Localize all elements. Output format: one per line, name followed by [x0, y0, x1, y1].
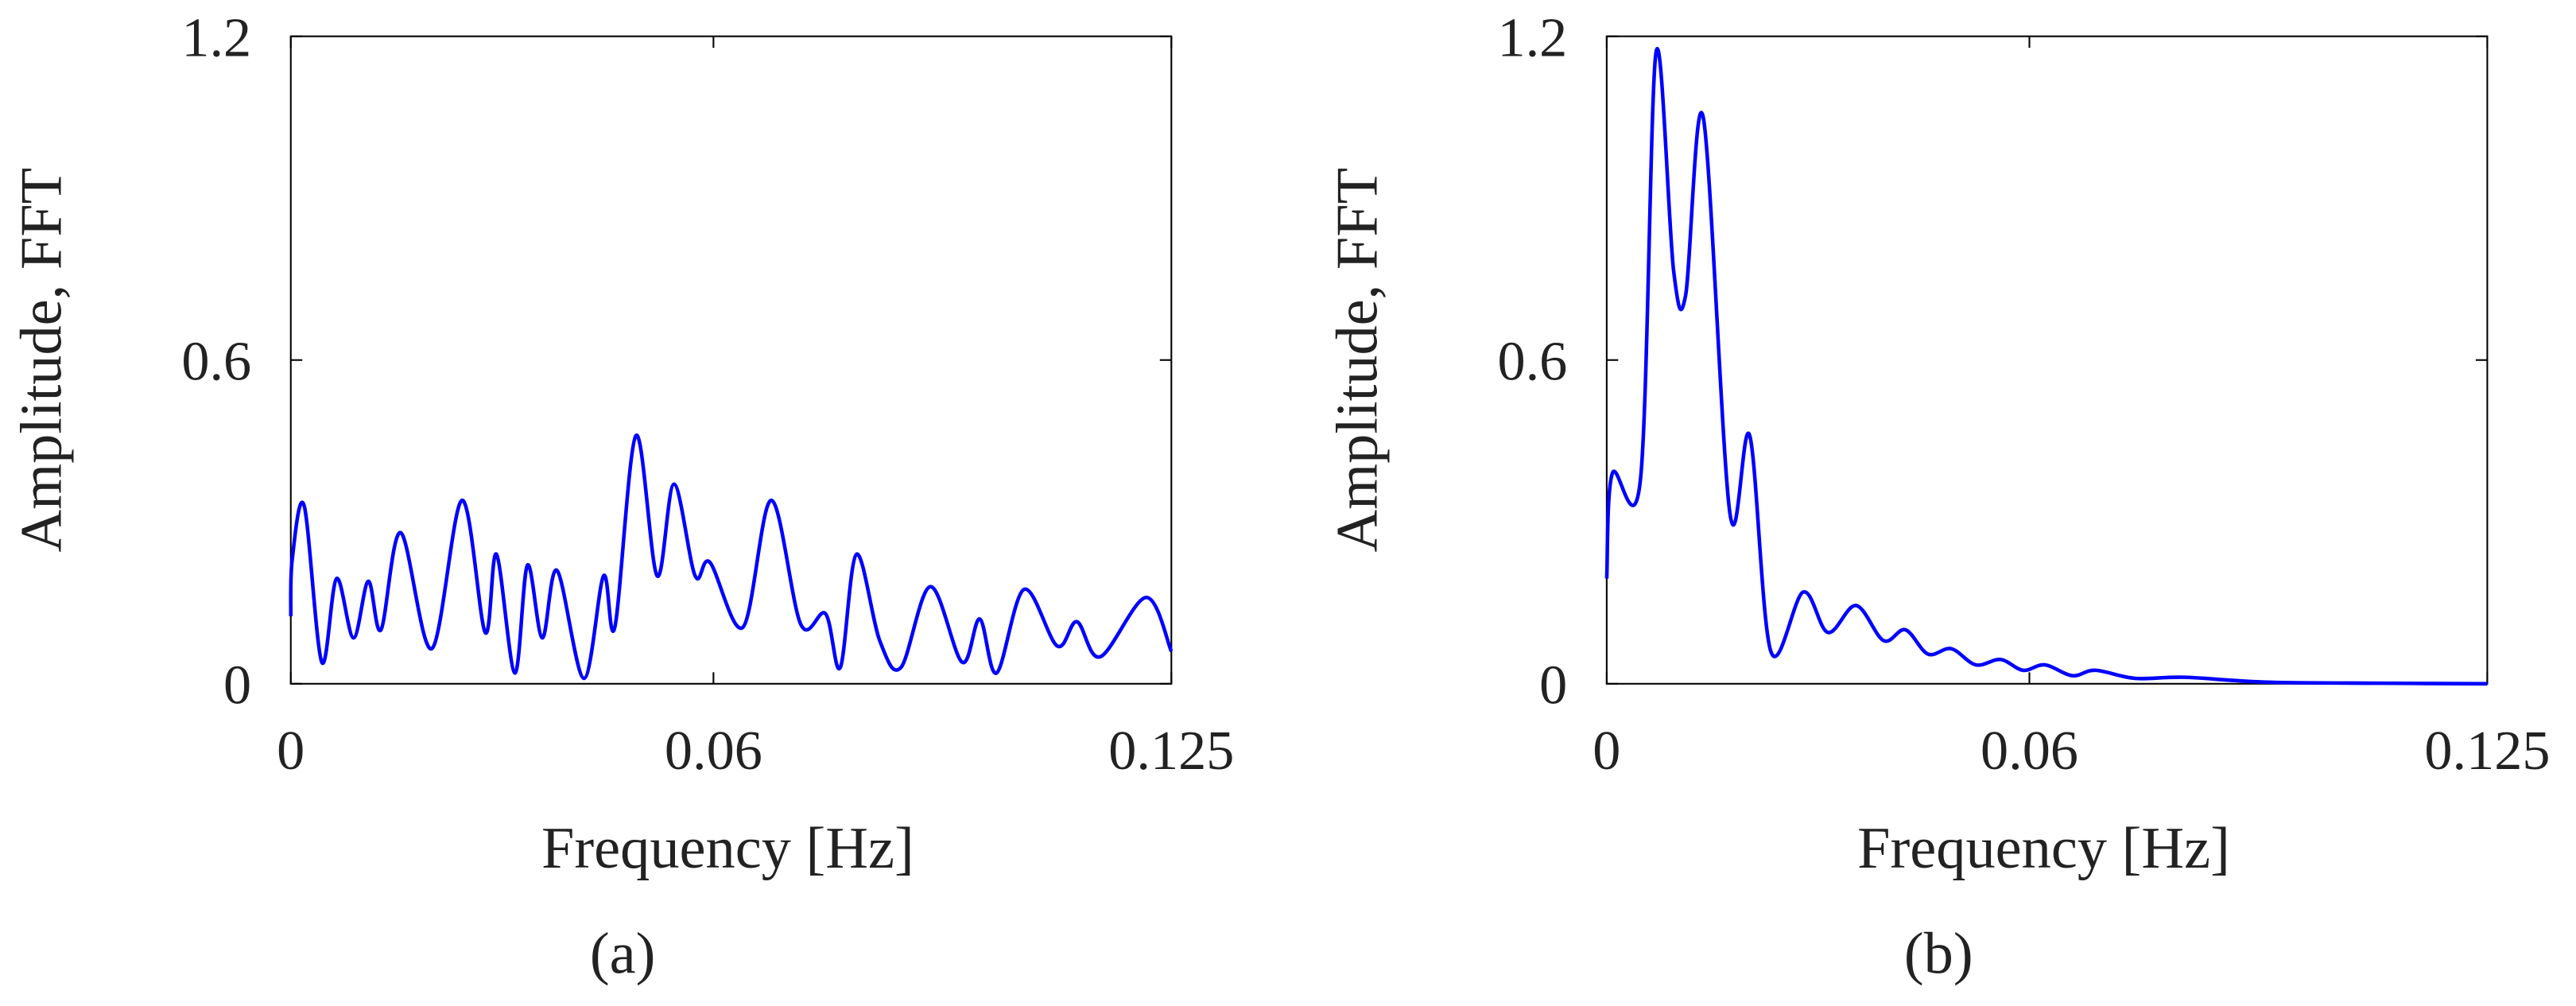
y-tick-label: 0 — [223, 654, 251, 717]
y-tick-label: 0.6 — [1497, 331, 1567, 393]
y-tick-label: 0.6 — [181, 331, 251, 393]
x-tick-label: 0.06 — [1980, 720, 2078, 782]
x-axis-label: Frequency [Hz] — [1857, 816, 2230, 881]
y-tick-label: 0 — [1539, 654, 1567, 717]
caption: (a) — [590, 921, 656, 986]
caption: (b) — [1904, 921, 1973, 986]
x-tick-label: 0 — [277, 720, 305, 782]
x-tick-label: 0 — [1593, 720, 1620, 782]
x-tick-label: 0.125 — [2424, 720, 2550, 782]
plot-frame — [1605, 35, 2489, 685]
y-axis-label: Amplitude, FFT — [9, 168, 74, 552]
x-axis-label: Frequency [Hz] — [541, 816, 914, 881]
x-tick-label: 0.125 — [1108, 720, 1234, 782]
y-axis-label: Amplitude, FFT — [1325, 168, 1391, 552]
y-tick-label: 1.2 — [181, 6, 251, 68]
y-tick-label: 1.2 — [1497, 6, 1567, 68]
data-line — [1604, 47, 2488, 686]
data-line — [289, 433, 1174, 681]
plot-frame — [289, 35, 1173, 685]
x-tick-label: 0.06 — [665, 720, 762, 782]
